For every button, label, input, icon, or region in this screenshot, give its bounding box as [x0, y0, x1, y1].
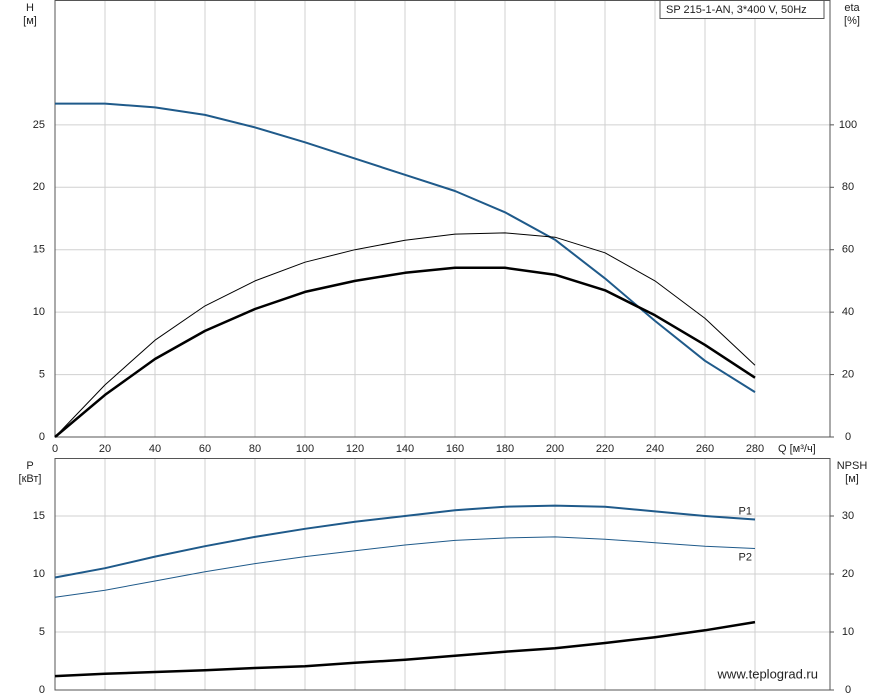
y2-tick-label: 80 — [842, 181, 854, 193]
x-tick-label: 280 — [746, 443, 764, 455]
x-tick-label: 200 — [546, 443, 564, 455]
x-tick-label: 180 — [496, 443, 514, 455]
y-tick-label: 5 — [39, 368, 45, 380]
y2-label: eta — [844, 2, 860, 14]
y-tick-label: 25 — [33, 119, 45, 131]
x-tick-label: 80 — [249, 443, 261, 455]
y-label: P — [26, 460, 33, 472]
y2-tick-label: 0 — [845, 431, 851, 443]
x-tick-label: 140 — [396, 443, 414, 455]
x-label: Q [м³/ч] — [778, 443, 816, 455]
x-tick-label: 100 — [296, 443, 314, 455]
x-tick-label: 0 — [52, 443, 58, 455]
x-tick-label: 220 — [596, 443, 614, 455]
y2-tick-label: 20 — [842, 568, 854, 580]
x-tick-label: 60 — [199, 443, 211, 455]
x-tick-label: 120 — [346, 443, 364, 455]
y2-tick-label: 0 — [845, 684, 851, 696]
y-tick-label: 0 — [39, 431, 45, 443]
y-tick-label: 5 — [39, 626, 45, 638]
y-tick-label: 15 — [33, 244, 45, 256]
series-line — [54, 504, 756, 579]
y2-tick-label: 40 — [842, 306, 854, 318]
title-box — [659, 0, 825, 19]
x-tick-label: 160 — [446, 443, 464, 455]
watermark: www.teplograd.ru — [717, 666, 818, 681]
y-tick-label: 20 — [33, 181, 45, 193]
y-unit: [кВт] — [19, 473, 42, 485]
series-label: P1 — [739, 505, 752, 517]
series-line — [54, 536, 756, 598]
plot-frame — [54, 458, 831, 691]
y-unit: [м] — [23, 15, 37, 27]
y2-tick-label: 60 — [842, 244, 854, 256]
series-line — [54, 266, 756, 438]
y-label: H — [26, 2, 34, 14]
series-line — [54, 620, 756, 678]
series-line — [54, 232, 756, 438]
series-label: P2 — [739, 551, 752, 563]
y2-unit: [м] — [845, 473, 859, 485]
chart-title: SP 215-1-AN, 3*400 V, 50Hz — [666, 4, 807, 16]
y-tick-label: 15 — [33, 510, 45, 522]
y2-tick-label: 100 — [839, 119, 857, 131]
y-tick-label: 0 — [39, 684, 45, 696]
plot-frame — [54, 0, 831, 438]
y2-tick-label: 20 — [842, 368, 854, 380]
y2-tick-label: 30 — [842, 510, 854, 522]
y2-label: NPSH — [837, 460, 868, 472]
y-tick-label: 10 — [33, 568, 45, 580]
y2-tick-label: 10 — [842, 626, 854, 638]
y-tick-label: 10 — [33, 306, 45, 318]
x-tick-label: 40 — [149, 443, 161, 455]
x-tick-label: 240 — [646, 443, 664, 455]
x-tick-label: 260 — [696, 443, 714, 455]
x-tick-label: 20 — [99, 443, 111, 455]
y2-unit: [%] — [844, 15, 860, 27]
